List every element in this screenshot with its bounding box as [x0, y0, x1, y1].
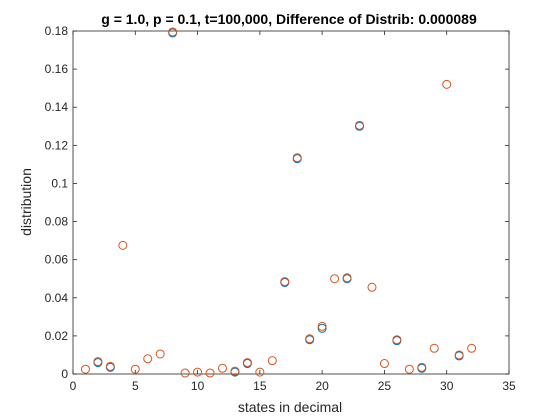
x-tick-label: 25	[378, 379, 392, 393]
y-tick-label: 0.12	[45, 138, 69, 152]
y-tick-label: 0.08	[45, 215, 69, 229]
data-point-series-2	[206, 369, 214, 377]
data-point-series-2	[405, 365, 413, 373]
data-point-series-2	[81, 365, 89, 373]
data-point-series-2	[368, 283, 376, 291]
x-axis-label: states in decimal	[238, 399, 342, 415]
data-point-series-2	[119, 241, 127, 249]
data-point-series-1	[318, 324, 326, 332]
data-points	[81, 28, 475, 377]
chart-title: g = 1.0, p = 0.1, t=100,000, Difference …	[101, 11, 477, 27]
data-point-series-2	[380, 360, 388, 368]
x-tick-label: 0	[70, 379, 77, 393]
data-point-series-2	[218, 364, 226, 372]
x-tick-label: 35	[502, 379, 516, 393]
x-axis-ticks: 0 5 10 15 20 25 30 35	[70, 31, 516, 393]
x-tick-label: 30	[440, 379, 454, 393]
y-tick-label: 0.14	[45, 100, 69, 114]
data-point-series-2	[268, 357, 276, 365]
data-point-series-2	[443, 80, 451, 88]
y-tick-label: 0.16	[45, 62, 69, 76]
y-tick-label: 0.02	[45, 329, 69, 343]
y-tick-label: 0	[61, 367, 68, 381]
y-tick-label: 0.04	[45, 291, 69, 305]
data-point-series-2	[331, 275, 339, 283]
y-axis-ticks: 0 0.02 0.04 0.06 0.08 0.1 0.12 0.14 0.16 0.18	[45, 24, 509, 381]
y-axis-label: distribution	[18, 168, 34, 236]
data-point-series-2	[468, 344, 476, 352]
x-tick-label: 20	[315, 379, 329, 393]
y-tick-label: 0.06	[45, 253, 69, 267]
y-tick-label: 0.18	[45, 24, 69, 38]
y-tick-label: 0.1	[51, 176, 68, 190]
data-point-series-2	[318, 322, 326, 330]
data-point-series-2	[181, 369, 189, 377]
x-tick-label: 10	[191, 379, 205, 393]
data-point-series-2	[430, 344, 438, 352]
x-tick-label: 15	[253, 379, 267, 393]
x-tick-label: 5	[132, 379, 139, 393]
data-point-series-2	[144, 355, 152, 363]
data-point-series-2	[156, 350, 164, 358]
